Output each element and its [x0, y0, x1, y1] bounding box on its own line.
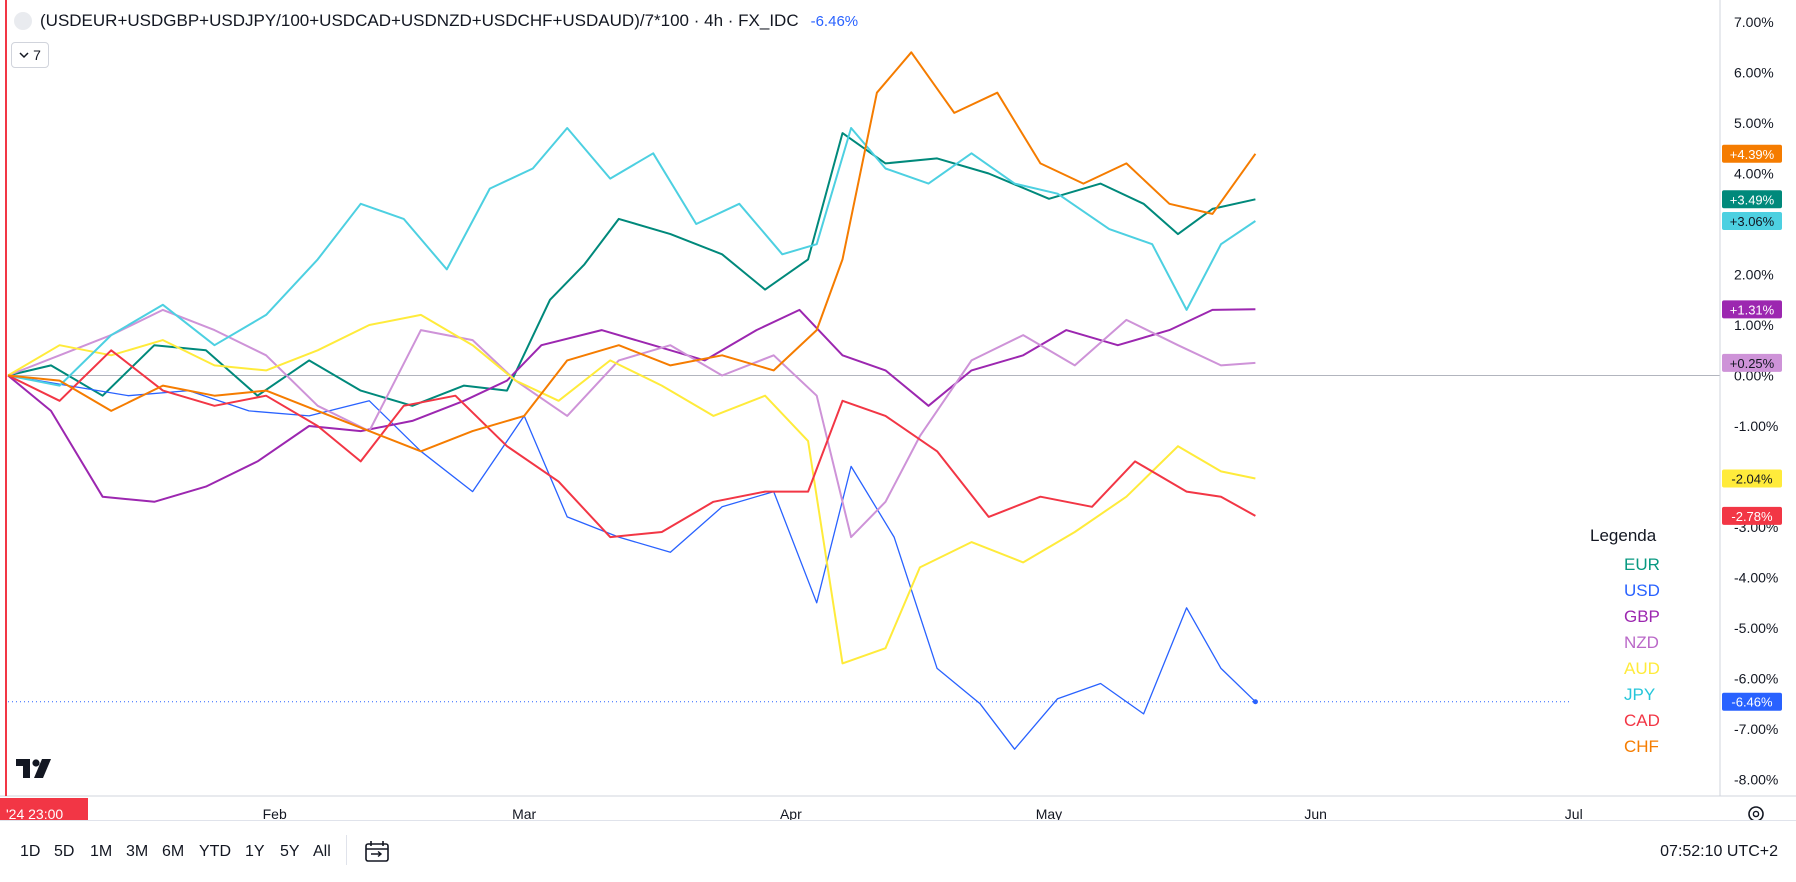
series-lines — [7, 51, 1720, 750]
y-tick-label: 2.00% — [1734, 267, 1774, 283]
cursor-time-label: '24 23:00 — [6, 806, 63, 820]
y-tick-label: -1.00% — [1734, 418, 1778, 434]
legend-item-cad: CAD — [1624, 711, 1660, 730]
last-value-labels: +3.49% -6.46% +1.31% +0.25% -2.04% +3.06% -2.7… — [1722, 144, 1782, 711]
legend-item-gbp: GBP — [1624, 607, 1660, 626]
gear-icon[interactable] — [1748, 806, 1764, 820]
symbol-title[interactable]: (USDEUR+USDGBP+USDJPY/100+USDCAD+USDNZD+… — [40, 11, 799, 30]
clock-timezone[interactable]: 07:52:10 UTC+2 — [1660, 843, 1778, 860]
y-tick-label: -6.00% — [1734, 671, 1778, 687]
toolbar-divider — [346, 835, 347, 865]
legend-item-eur: EUR — [1624, 555, 1660, 574]
timeframe-button-1d[interactable]: 1D — [20, 843, 41, 860]
y-tick-label: 1.00% — [1734, 317, 1774, 333]
last-value-badge — [1722, 353, 1782, 372]
x-tick-label: Jun — [1304, 806, 1327, 820]
last-value-label: +1.31% — [1730, 302, 1775, 317]
series-line-usd[interactable] — [7, 374, 1256, 750]
y-tick-label: -4.00% — [1734, 570, 1778, 586]
last-value-badge — [1722, 300, 1782, 319]
bottom-toolbar: 1D 5D 1M 3M 6M YTD 1Y 5Y All 07:52:10 UTC+2 — [0, 820, 1796, 882]
y-tick-label: 4.00% — [1734, 166, 1774, 182]
indicators-count: 7 — [33, 47, 41, 63]
y-tick-label: 5.00% — [1734, 115, 1774, 131]
y-axis[interactable]: 7.00%6.00%5.00%4.00%3.00%2.00%1.00%0.00%… — [1734, 14, 1778, 788]
timeframe-button-ytd[interactable]: YTD — [199, 843, 231, 860]
timeframe-button-3m[interactable]: 3M — [126, 843, 149, 860]
series-line-eur[interactable] — [7, 132, 1256, 407]
legend-title: Legenda — [1590, 526, 1657, 545]
tradingview-logo-icon[interactable] — [16, 758, 54, 785]
last-value-badge — [1722, 211, 1782, 230]
last-value-label: -2.04% — [1731, 472, 1773, 487]
legend-item-jpy: JPY — [1624, 685, 1656, 704]
series-line-cad[interactable] — [7, 349, 1256, 539]
series-line-jpy[interactable] — [7, 127, 1256, 387]
series-line-gbp[interactable] — [7, 308, 1256, 503]
legend-item-nzd: NZD — [1624, 633, 1659, 652]
last-value-badge — [1722, 190, 1782, 209]
y-tick-label: 6.00% — [1734, 65, 1774, 81]
symbol-header: (USDEUR+USDGBP+USDJPY/100+USDCAD+USDNZD+… — [14, 11, 858, 31]
chevron-down-icon — [19, 47, 29, 63]
x-tick-label: Mar — [512, 806, 536, 820]
last-price-dot — [1252, 699, 1258, 705]
legend-item-aud: AUD — [1624, 659, 1660, 678]
y-tick-label: -8.00% — [1734, 772, 1778, 788]
last-value-badge — [1722, 144, 1782, 163]
chart-legend: Legenda EUR USD GBP NZD AUD JPY CAD CHF — [1590, 526, 1710, 760]
timeframe-button-all[interactable]: All — [313, 843, 331, 860]
x-tick-label: Apr — [780, 806, 802, 820]
symbol-logo-icon — [14, 12, 32, 30]
series-line-chf[interactable] — [7, 51, 1257, 453]
last-value-label: +0.25% — [1730, 356, 1775, 371]
last-value-badge — [1722, 506, 1782, 525]
last-value-label: +4.39% — [1730, 147, 1775, 162]
indicators-collapse-button[interactable]: 7 — [11, 42, 49, 68]
last-value-label: +3.49% — [1730, 192, 1775, 207]
last-value-badge — [1722, 469, 1782, 488]
symbol-change: -6.46% — [810, 12, 859, 30]
calendar-range-icon[interactable] — [364, 841, 390, 868]
timeframe-button-6m[interactable]: 6M — [162, 843, 185, 860]
last-value-label: -2.78% — [1731, 509, 1773, 524]
last-value-label: +3.06% — [1730, 214, 1775, 229]
timeframe-button-1m[interactable]: 1M — [90, 843, 113, 860]
x-axis[interactable]: Feb Mar Apr May Jun Jul '24 23:00 — [0, 798, 1583, 820]
legend-item-usd: USD — [1624, 581, 1660, 600]
y-tick-label: -7.00% — [1734, 721, 1778, 737]
cursor-time-box — [0, 798, 88, 820]
chart-canvas[interactable]: Feb Mar Apr May Jun Jul '24 23:00 7.00% 6.00% 5.… — [0, 0, 1796, 820]
x-tick-label: Feb — [263, 806, 287, 820]
series-line-nzd[interactable] — [7, 308, 1256, 539]
timeframe-button-5y[interactable]: 5Y — [280, 843, 300, 860]
y-tick-label: -5.00% — [1734, 620, 1778, 636]
last-value-label: -6.46% — [1731, 695, 1773, 710]
last-value-badge — [1722, 692, 1782, 711]
series-line-aud[interactable] — [7, 313, 1256, 665]
timeframe-button-5d[interactable]: 5D — [54, 843, 75, 860]
legend-item-chf: CHF — [1624, 737, 1659, 756]
y-tick-label: 7.00% — [1734, 14, 1774, 30]
x-tick-label: Jul — [1565, 806, 1583, 820]
x-tick-label: May — [1036, 806, 1062, 820]
timeframe-button-1y[interactable]: 1Y — [245, 843, 265, 860]
